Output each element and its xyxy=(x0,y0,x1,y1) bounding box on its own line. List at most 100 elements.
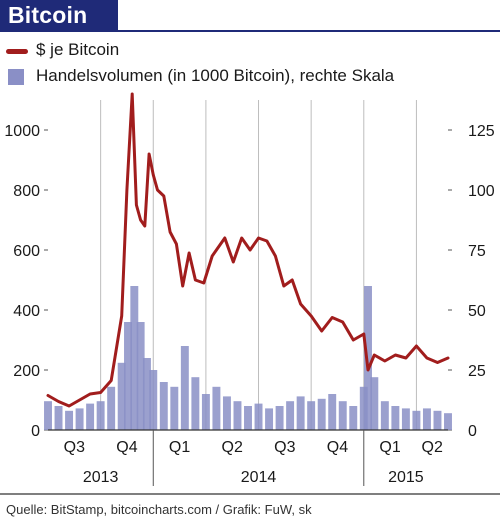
volume-bar-32 xyxy=(359,386,368,430)
price-point-10 xyxy=(135,204,138,206)
price-point-13 xyxy=(148,153,150,155)
volume-bar-2 xyxy=(65,410,74,430)
price-point-15 xyxy=(156,189,159,191)
x-tick-label-1: Q4 xyxy=(116,439,137,456)
x-tick-label-4: Q3 xyxy=(274,439,295,456)
price-point-43 xyxy=(384,360,386,362)
x-tick-label-7: Q2 xyxy=(422,439,443,456)
volume-bar-10 xyxy=(136,322,145,430)
y-left-tick-label-4: 800 xyxy=(13,183,40,200)
volume-bar-8 xyxy=(124,322,132,430)
legend-label-price: $ je Bitcoin xyxy=(36,40,120,59)
price-point-33 xyxy=(291,279,294,281)
title-bar: Bitcoin xyxy=(0,0,500,32)
price-point-41 xyxy=(367,369,369,371)
volume-bar-1 xyxy=(54,406,63,430)
volume-bar-22 xyxy=(254,403,263,430)
volume-bar-31 xyxy=(349,406,358,430)
price-point-48 xyxy=(436,361,439,364)
price-point-31 xyxy=(274,255,277,257)
price-point-25 xyxy=(224,237,226,239)
price-point-23 xyxy=(211,255,214,257)
volume-bar-34 xyxy=(370,377,379,430)
volume-bar-18 xyxy=(212,386,221,430)
price-point-3 xyxy=(78,399,81,401)
price-point-16 xyxy=(162,195,165,197)
y-left-tick-label-0: 0 xyxy=(31,423,40,440)
title-rule xyxy=(0,30,500,32)
y-right-tick-label-5: 125 xyxy=(468,123,495,140)
price-point-44 xyxy=(394,354,397,356)
x-tick-label-3: Q2 xyxy=(222,439,243,456)
volume-bar-17 xyxy=(201,394,210,430)
price-point-4 xyxy=(89,393,91,395)
price-point-6 xyxy=(110,379,112,382)
price-point-14 xyxy=(152,174,155,176)
legend-swatch-bar xyxy=(8,69,24,85)
x-year-label-0: 2013 xyxy=(83,469,119,486)
volume-bar-27 xyxy=(307,401,316,430)
volume-bar-19 xyxy=(222,396,231,430)
price-point-34 xyxy=(299,303,302,305)
x-year-label-2: 2015 xyxy=(388,469,424,486)
y-left-tick-label-1: 200 xyxy=(13,363,40,380)
chart: 0 200 400 600 800 1000 0 25 50 75 100 125 Q3 Q4 Q1 Q2 Q3… xyxy=(0,92,500,495)
volume-bar-24 xyxy=(275,406,284,430)
price-point-28 xyxy=(249,249,251,251)
price-point-21 xyxy=(194,279,197,281)
price-point-47 xyxy=(426,357,428,359)
source-note: Quelle: BitStamp, bitcoincharts.com / Gr… xyxy=(6,502,312,517)
volume-bar-5 xyxy=(96,401,105,430)
page-title: Bitcoin xyxy=(8,2,88,28)
volume-bar-13 xyxy=(159,382,168,430)
price-point-18 xyxy=(175,243,178,245)
price-point-42 xyxy=(373,354,376,356)
price-point-24 xyxy=(215,249,218,251)
y-right-tick-label-2: 50 xyxy=(468,303,486,320)
price-point-32 xyxy=(282,285,285,287)
price-point-37 xyxy=(331,316,334,319)
volume-bar-39 xyxy=(422,408,431,430)
volume-bar-41 xyxy=(444,413,452,430)
x-year-label-1: 2014 xyxy=(241,469,277,486)
y-right-tick-label-1: 25 xyxy=(468,363,486,380)
price-point-12 xyxy=(144,225,146,227)
volume-bar-23 xyxy=(265,408,274,430)
price-point-45 xyxy=(405,357,407,359)
series-line-price xyxy=(46,92,450,408)
volume-bar-30 xyxy=(338,401,347,430)
volume-bar-40 xyxy=(433,410,442,430)
price-point-49 xyxy=(447,357,449,359)
volume-bar-28 xyxy=(317,398,326,430)
volume-bar-21 xyxy=(244,406,252,430)
volume-bar-35 xyxy=(380,401,389,430)
volume-bar-12 xyxy=(149,370,158,430)
y-right-tick-label-4: 100 xyxy=(468,183,495,200)
volume-bar-14 xyxy=(170,386,179,430)
price-point-9 xyxy=(131,93,134,95)
volume-bar-7 xyxy=(117,362,126,430)
x-tick-label-2: Q1 xyxy=(169,439,190,456)
price-point-2 xyxy=(68,405,70,407)
volume-bar-0 xyxy=(44,401,52,430)
y-left-tick-label-5: 1000 xyxy=(4,123,40,140)
x-tick-label-0: Q3 xyxy=(64,439,85,456)
price-point-5 xyxy=(99,391,102,394)
legend-swatch-line xyxy=(6,49,28,54)
legend-label-volume: Handelsvolumen (in 1000 Bitcoin), rechte… xyxy=(36,66,395,85)
price-point-0 xyxy=(47,394,49,397)
volume-bar-26 xyxy=(296,396,305,430)
x-tick-label-5: Q4 xyxy=(327,439,348,456)
price-point-46 xyxy=(415,345,418,347)
volume-bar-36 xyxy=(391,406,400,430)
y-right-tick-label-3: 75 xyxy=(468,243,486,260)
price-point-30 xyxy=(266,240,268,242)
volume-bar-20 xyxy=(233,401,242,430)
price-point-36 xyxy=(320,330,323,332)
volume-bar-9 xyxy=(130,286,139,430)
y-left-tick-label-2: 400 xyxy=(13,303,40,320)
price-point-26 xyxy=(232,261,235,263)
price-point-7 xyxy=(120,315,123,317)
price-point-11 xyxy=(139,219,142,221)
volume-bar-11 xyxy=(142,358,151,430)
